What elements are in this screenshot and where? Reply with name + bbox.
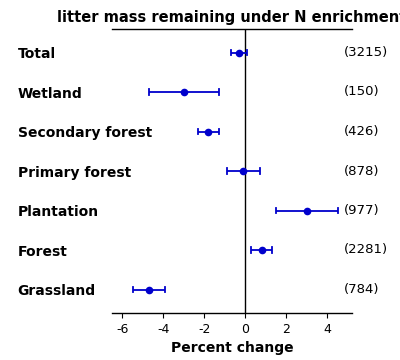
Text: (977): (977) <box>344 204 380 217</box>
Text: (3215): (3215) <box>344 46 388 59</box>
Text: (150): (150) <box>344 85 380 99</box>
Text: (878): (878) <box>344 165 379 177</box>
Text: (2281): (2281) <box>344 243 388 256</box>
Text: (784): (784) <box>344 283 379 296</box>
X-axis label: Percent change: Percent change <box>171 342 293 355</box>
Title: litter mass remaining under N enrichment: litter mass remaining under N enrichment <box>57 10 400 25</box>
Text: (426): (426) <box>344 125 379 138</box>
